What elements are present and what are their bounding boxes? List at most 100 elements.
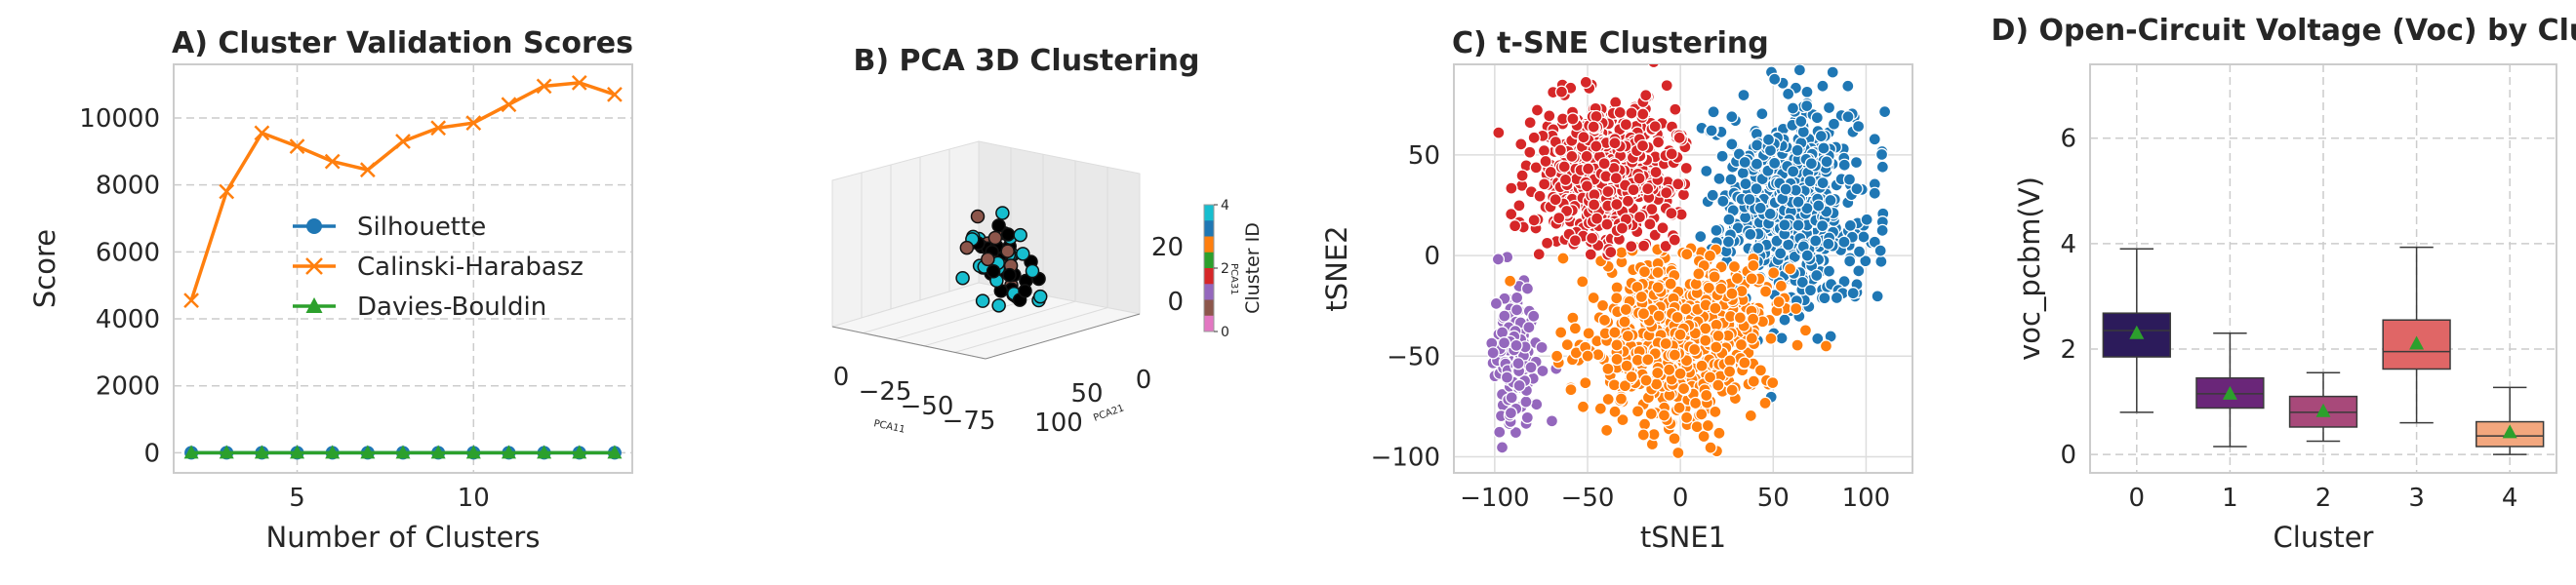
pane-grid xyxy=(954,307,1108,353)
tsne-point xyxy=(1709,301,1722,315)
tsne-point xyxy=(1841,79,1855,93)
y-axis-label: Score xyxy=(28,229,61,308)
tsne-point xyxy=(1764,332,1778,345)
tsne-point xyxy=(1540,236,1554,250)
tsne-point xyxy=(1579,75,1592,90)
data-point xyxy=(290,445,305,459)
tsne-point xyxy=(1826,65,1839,79)
legend-label: Silhouette xyxy=(357,213,486,242)
tsne-point xyxy=(1636,107,1650,121)
tsne-point xyxy=(1679,161,1693,176)
tsne-point xyxy=(1723,354,1737,368)
tsne-point xyxy=(1709,405,1722,419)
tsne-point xyxy=(1492,126,1506,139)
chart-title: A) Cluster Validation Scores xyxy=(172,26,633,60)
data-point xyxy=(324,153,341,170)
tsne-point xyxy=(1523,145,1537,159)
tsne-point xyxy=(1712,426,1726,440)
tsne-point xyxy=(1601,362,1615,375)
tsne-point xyxy=(1818,292,1831,305)
tsne-point xyxy=(1500,370,1514,384)
y-tick-label: 0 xyxy=(1136,366,1152,395)
tsne-point xyxy=(1493,425,1507,439)
tsne-point xyxy=(1758,396,1772,410)
tsne-point xyxy=(1579,376,1592,390)
tsne-point xyxy=(1576,275,1590,289)
tsne-point xyxy=(1672,131,1686,144)
tsne-point xyxy=(1514,137,1528,151)
tsne-point xyxy=(1798,324,1813,337)
pca-point xyxy=(995,206,1010,220)
tsne-point xyxy=(1783,262,1797,276)
x-tick-label: 0 xyxy=(833,363,850,392)
tsne-point xyxy=(1550,349,1564,363)
tsne-point xyxy=(1711,378,1725,392)
x-tick-label: −100 xyxy=(1460,484,1529,513)
tsne-point xyxy=(1722,365,1737,378)
tsne-point xyxy=(1727,259,1742,274)
tsne-point xyxy=(1637,417,1652,431)
tsne-point xyxy=(1512,378,1526,393)
tsne-point xyxy=(1676,187,1691,202)
z-tick-label: 0 xyxy=(1167,288,1184,317)
tsne-point xyxy=(1651,136,1666,149)
tsne-point xyxy=(1620,359,1633,372)
tsne-point xyxy=(1545,414,1559,428)
pca-point xyxy=(1000,244,1015,258)
axes-frame xyxy=(173,63,633,474)
pca-point xyxy=(1018,284,1032,298)
tsne-point xyxy=(1519,395,1533,409)
mean-marker xyxy=(2129,325,2145,339)
tsne-point xyxy=(1745,272,1758,286)
data-point xyxy=(430,445,446,459)
tsne-point xyxy=(1768,156,1782,171)
tsne-point xyxy=(1608,326,1622,339)
tsne-point xyxy=(1584,248,1597,261)
tsne-point xyxy=(1529,161,1543,175)
tsne-point xyxy=(1632,172,1646,185)
tsne-point xyxy=(1600,423,1614,437)
y-tick-label: 50 xyxy=(1408,141,1440,171)
pca-point xyxy=(1002,267,1017,283)
x-axis-label: Cluster xyxy=(2274,521,2374,554)
tsne-point xyxy=(1700,164,1713,178)
tsne-point xyxy=(1871,290,1884,303)
tsne-point xyxy=(1843,254,1857,268)
x-tick-label: 4 xyxy=(2502,484,2518,513)
tsne-point xyxy=(1486,346,1500,360)
colorbar-label: Cluster ID xyxy=(1242,222,1264,314)
tsne-point xyxy=(1656,221,1670,235)
z-tick-label: 20 xyxy=(1151,233,1184,262)
pca-point xyxy=(1032,289,1048,304)
tsne-point xyxy=(1647,64,1660,69)
tsne-point xyxy=(1711,329,1725,343)
tsne-point xyxy=(1794,114,1808,129)
tsne-point xyxy=(1553,143,1568,157)
tsne-point xyxy=(1816,176,1830,190)
tsne-point xyxy=(1590,139,1603,153)
tsne-point xyxy=(1875,223,1889,238)
tsne-point xyxy=(1778,218,1791,232)
data-point xyxy=(359,162,376,178)
tsne-point xyxy=(1489,296,1504,311)
data-point xyxy=(219,445,234,459)
colorbar-segment xyxy=(1204,205,1214,221)
colorbar-segment xyxy=(1204,284,1214,300)
tsne-point xyxy=(1843,218,1857,233)
tsne-point xyxy=(1668,348,1682,362)
tsne-point xyxy=(1751,241,1765,255)
tsne-point xyxy=(1636,307,1651,321)
tsne-point xyxy=(1646,474,1658,486)
y-tick-label: −50 xyxy=(1387,342,1440,371)
tsne-point xyxy=(1810,111,1824,125)
tsne-point xyxy=(1565,149,1579,163)
tsne-point xyxy=(1498,309,1511,323)
tsne-point xyxy=(1690,420,1704,434)
tsne-point xyxy=(1816,218,1830,233)
pca-point xyxy=(975,293,990,308)
tsne-point xyxy=(1673,367,1687,380)
data-point xyxy=(360,445,376,459)
tsne-point xyxy=(1593,402,1607,415)
tsne-point xyxy=(1703,249,1717,262)
